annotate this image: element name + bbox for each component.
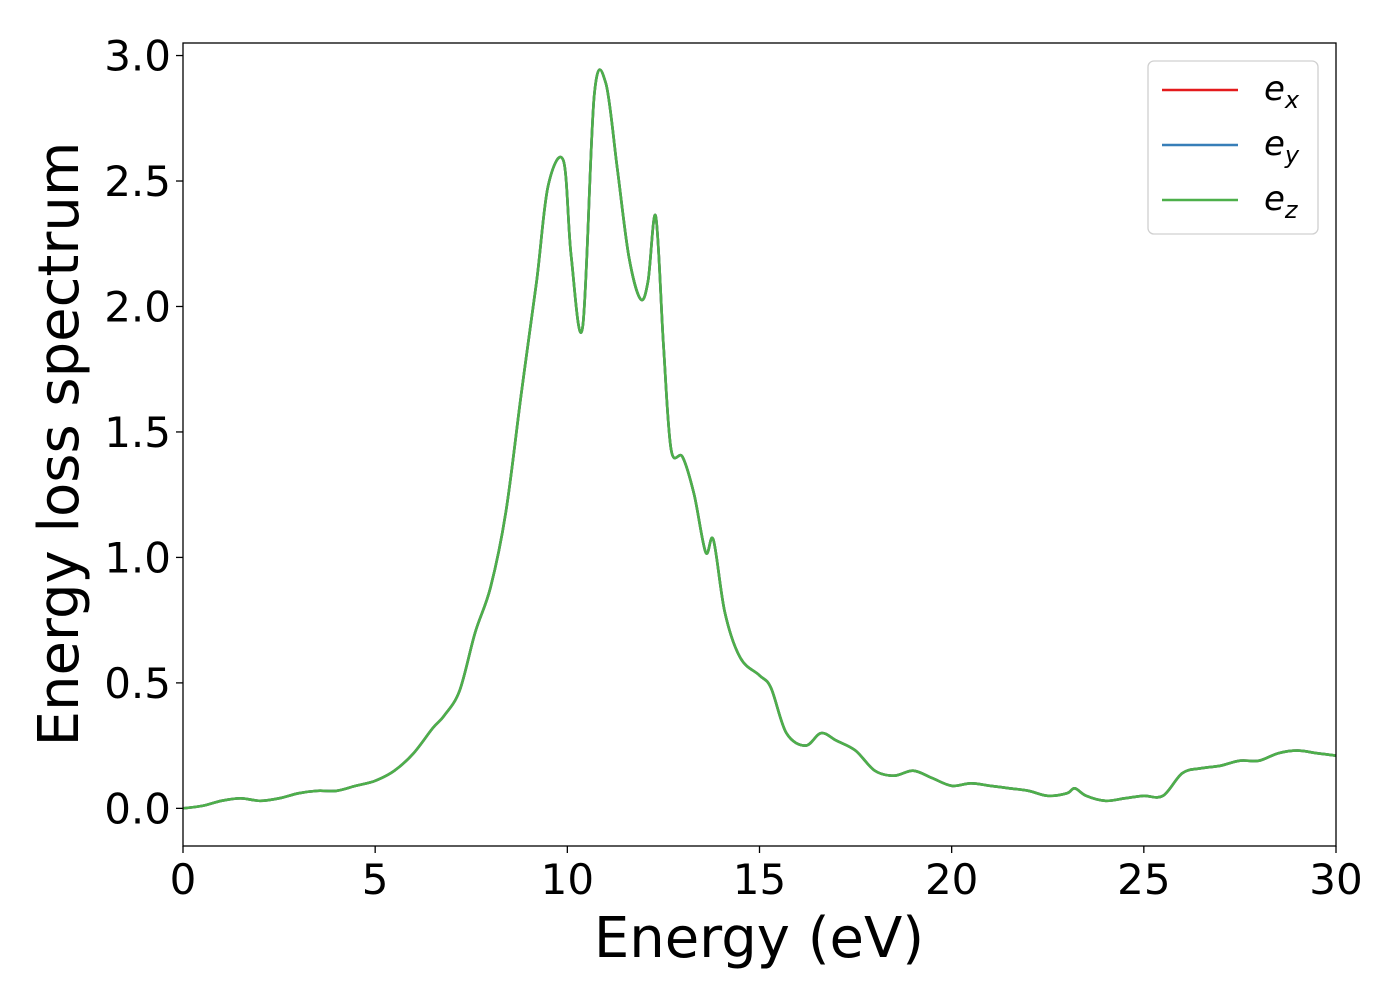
y-tick-label: 1.0 (104, 533, 171, 582)
y-tick-label: 2.0 (104, 282, 171, 331)
x-tick-label: 20 (925, 855, 978, 904)
y-axis-ticks: 0.0 0.5 1.0 1.5 2.0 2.5 3.0 (104, 32, 183, 833)
series-line-ez (182, 68, 1337, 810)
x-axis-title: Energy (eV) (594, 906, 924, 971)
legend-label-ez: ez (1264, 179, 1299, 224)
x-tick-label: 25 (1117, 855, 1170, 904)
y-tick-label: 0.0 (104, 784, 171, 833)
x-tick-label: 15 (733, 855, 786, 904)
y-tick-label: 1.5 (104, 408, 171, 457)
x-tick-label: 5 (362, 855, 389, 904)
x-tick-label: 30 (1309, 855, 1362, 904)
x-tick-label: 10 (541, 855, 594, 904)
series-layer (182, 68, 1337, 810)
y-tick-label: 2.5 (104, 157, 171, 206)
y-axis-title: Energy loss spectrum (27, 142, 92, 747)
y-tick-label: 3.0 (104, 32, 171, 81)
x-tick-label: 0 (170, 855, 197, 904)
legend-box (1147, 60, 1319, 235)
x-axis-ticks: 0 5 10 15 20 25 30 (170, 846, 1363, 904)
y-tick-label: 0.5 (104, 659, 171, 708)
